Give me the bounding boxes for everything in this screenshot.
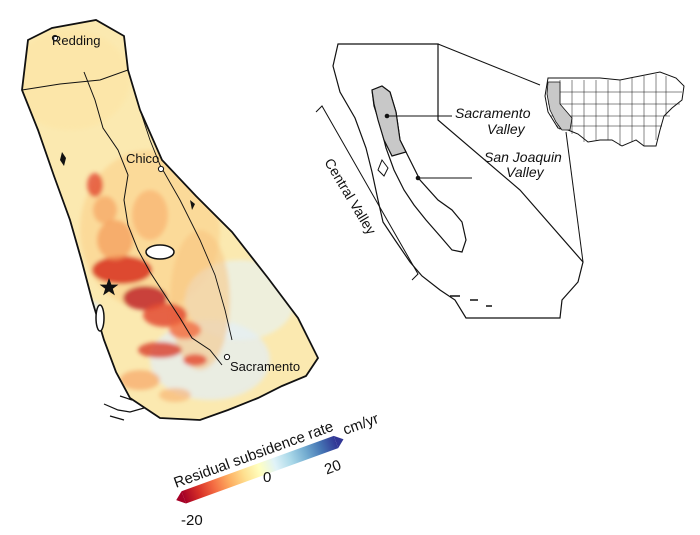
- sacramento-valley-shape: [371, 85, 407, 157]
- colorbar-mid-label: 0: [263, 469, 271, 486]
- inset-leader-top: [437, 43, 541, 86]
- lake: [145, 244, 175, 260]
- colorbar: Residual subsidence rate cm/yr 20: [172, 410, 381, 504]
- colorbar-unit: cm/yr: [341, 410, 381, 439]
- valley-outline: [21, 19, 320, 421]
- redding-marker: [51, 34, 59, 42]
- california-outline: [332, 43, 584, 319]
- sacramento-river: [83, 71, 223, 366]
- usa-inset: [544, 71, 685, 147]
- subsidence-raster: [22, 30, 295, 402]
- redding-label: Redding: [52, 33, 100, 48]
- usa-california-highlight: [546, 81, 573, 131]
- lake: [60, 152, 66, 166]
- colorbar-max-arrow: [333, 435, 344, 449]
- inset-leader-bottom: [565, 131, 584, 263]
- san-joaquin-valley-label: San Joaquin Valley: [484, 149, 566, 180]
- main-map: Redding Chico Sacramento: [21, 19, 320, 421]
- colorbar-min-label: -20: [181, 512, 203, 529]
- lake: [190, 200, 195, 210]
- feather-river: [139, 109, 233, 341]
- colorbar-max-label: 20: [322, 457, 343, 479]
- california-inset: Central Valley Sacramento Valley San Joa…: [315, 43, 584, 319]
- colorbar-min-arrow: [176, 491, 186, 504]
- sacramento-label: Sacramento: [230, 359, 300, 374]
- delta-shoreline: [103, 395, 145, 421]
- usa-outline: [544, 71, 685, 147]
- cross-boundary: [21, 69, 129, 91]
- star-icon: [99, 278, 119, 296]
- channel-islands: [450, 295, 492, 307]
- sacramento-marker: [223, 353, 231, 361]
- colorbar-gradient: [181, 435, 339, 504]
- chico-marker: [157, 165, 165, 173]
- central-valley-bracket: [315, 105, 419, 281]
- sacramento-valley-label: Sacramento Valley: [455, 105, 534, 137]
- lake: [95, 304, 105, 332]
- chico-label: Chico: [126, 151, 159, 166]
- bay-area: [377, 158, 389, 177]
